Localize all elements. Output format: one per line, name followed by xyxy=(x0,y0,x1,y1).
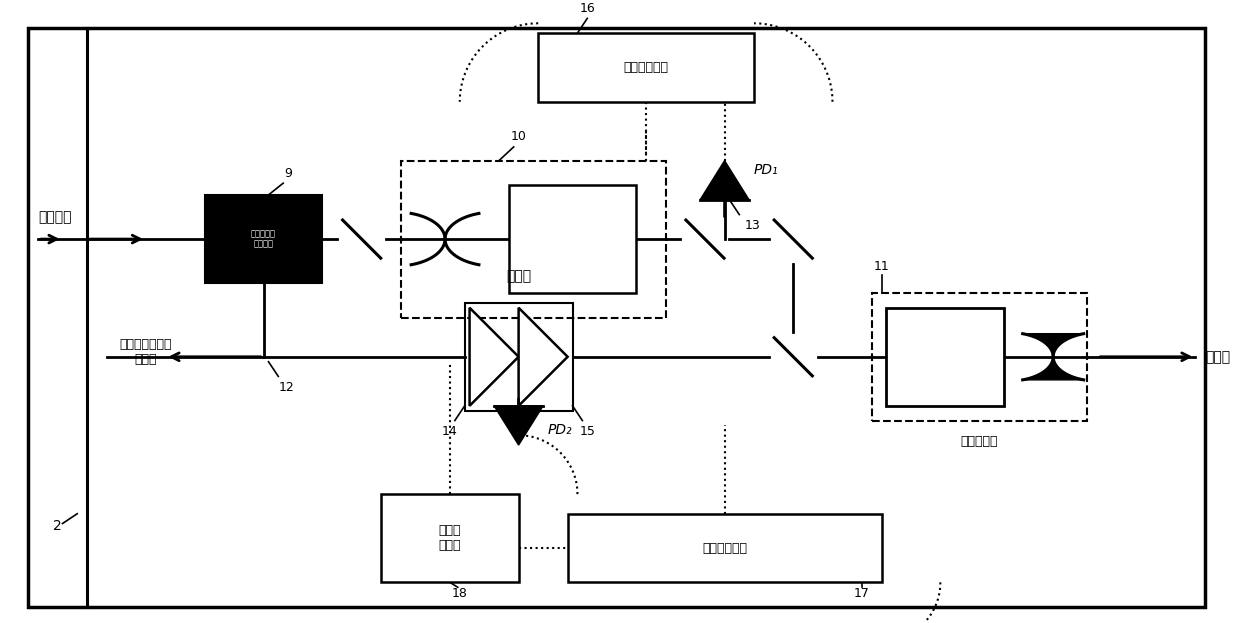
Polygon shape xyxy=(470,308,518,406)
Text: 第二锁定回路: 第二锁定回路 xyxy=(702,541,746,554)
Text: 12: 12 xyxy=(278,381,294,394)
Polygon shape xyxy=(1023,334,1084,380)
Text: 第三锁
定回路: 第三锁 定回路 xyxy=(439,524,461,552)
Text: 倍频腔: 倍频腔 xyxy=(521,342,546,356)
Text: 16: 16 xyxy=(579,2,595,16)
Text: PD₂: PD₂ xyxy=(548,424,573,437)
Bar xyxy=(568,514,882,583)
Text: 泅浦光与种子光
移相器: 泅浦光与种子光 移相器 xyxy=(119,338,172,366)
Bar xyxy=(381,494,518,583)
Text: 光学参量腔: 光学参量腔 xyxy=(961,435,998,449)
Text: 2: 2 xyxy=(53,520,62,533)
Text: 第一低频光
电调制器: 第一低频光 电调制器 xyxy=(250,229,277,249)
Bar xyxy=(872,293,1087,421)
Bar xyxy=(538,33,754,102)
Text: 11: 11 xyxy=(874,260,889,273)
Text: 隔离器: 隔离器 xyxy=(506,269,531,283)
Text: 9: 9 xyxy=(284,167,293,180)
Text: 15: 15 xyxy=(579,426,595,439)
Text: 18: 18 xyxy=(451,587,467,601)
Text: 14: 14 xyxy=(443,426,458,439)
Bar xyxy=(465,303,573,411)
Text: 13: 13 xyxy=(744,219,760,232)
Bar xyxy=(508,185,636,293)
Polygon shape xyxy=(518,308,568,406)
Text: 17: 17 xyxy=(854,587,869,601)
Text: 相干激光: 相干激光 xyxy=(38,211,72,224)
Bar xyxy=(887,308,1004,406)
Polygon shape xyxy=(494,406,543,445)
Text: PD₁: PD₁ xyxy=(754,163,779,178)
Text: 压缩光: 压缩光 xyxy=(1205,350,1230,364)
Bar xyxy=(205,195,322,283)
Text: 10: 10 xyxy=(511,130,527,143)
Text: 第一锁定回路: 第一锁定回路 xyxy=(624,61,668,74)
Bar xyxy=(401,161,666,318)
Polygon shape xyxy=(701,161,749,200)
